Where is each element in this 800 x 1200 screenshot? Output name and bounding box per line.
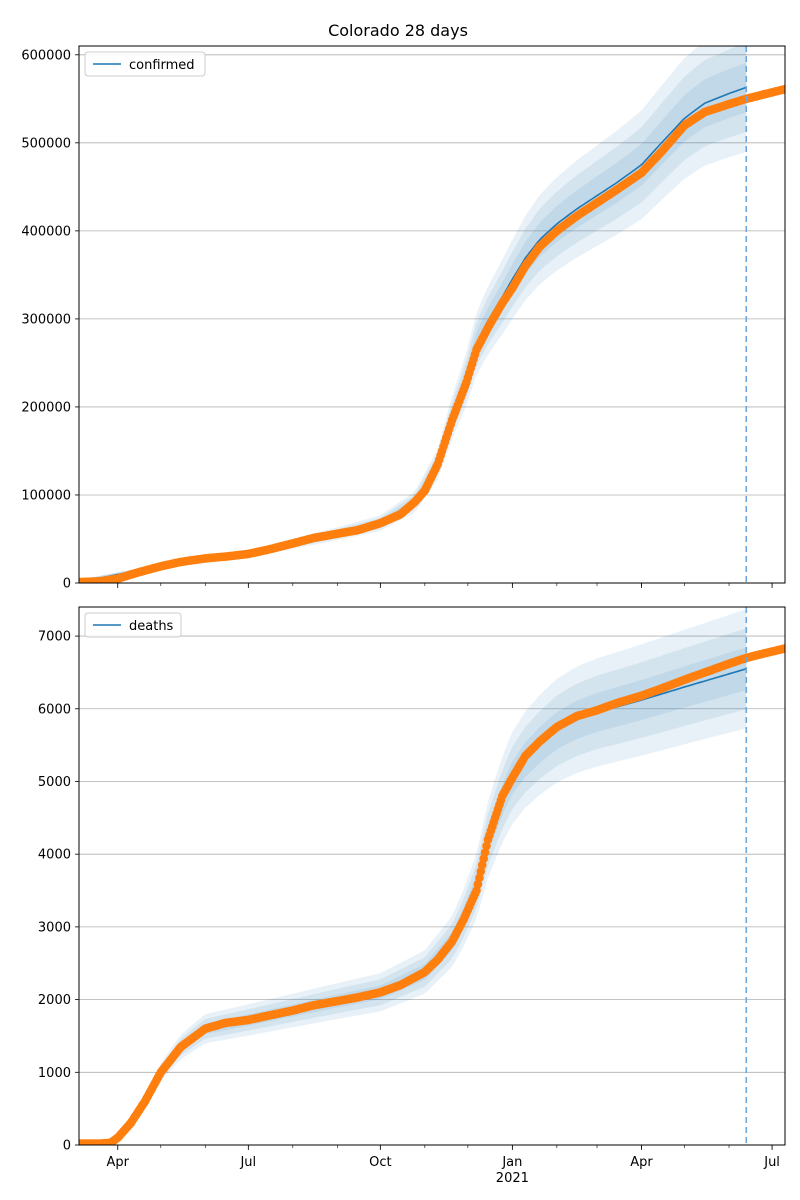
forecast-band <box>79 46 747 583</box>
y-tick-label: 600000 <box>21 48 71 63</box>
observed-series <box>79 644 785 1145</box>
forecast-band <box>79 609 747 1145</box>
axes-frame <box>78 45 786 584</box>
legend-label: confirmed <box>129 58 195 73</box>
x-tick-label: Oct <box>369 1155 391 1170</box>
x-tick-label: Apr <box>106 1155 129 1170</box>
observed-point <box>780 84 785 94</box>
observed-point <box>780 644 785 653</box>
forecast-band <box>79 628 747 1145</box>
y-tick-label: 500000 <box>21 136 71 151</box>
observed-point <box>476 867 486 876</box>
y-tick-label: 0 <box>63 1139 71 1154</box>
legend: deaths <box>84 612 182 638</box>
y-tick-label: 100000 <box>21 488 71 503</box>
axes-frame <box>78 606 786 1146</box>
x-tick-label: Jul <box>239 1155 256 1170</box>
confirmed-panel: 0 100000 200000 300000 400000 500000 600000 con… <box>21 45 786 592</box>
deaths-panel: 0 1000 2000 3000 4000 5000 6000 7000 deaths <box>38 606 786 1154</box>
forecast-band <box>79 46 747 583</box>
y-tick-label: 2000 <box>38 993 71 1008</box>
y-tick-label: 6000 <box>38 702 71 717</box>
observed-series <box>79 84 785 583</box>
y-tick-label: 4000 <box>38 848 71 863</box>
legend: confirmed <box>84 51 206 77</box>
y-tick-label: 5000 <box>38 775 71 790</box>
y-tick-label: 300000 <box>21 312 71 327</box>
x-tick-label: Jan <box>501 1155 522 1170</box>
y-tick-label: 0 <box>63 577 71 592</box>
observed-point <box>480 848 490 857</box>
y-tick-label: 200000 <box>21 400 71 415</box>
y-tick-label: 3000 <box>38 920 71 935</box>
y-tick-label: 1000 <box>38 1066 71 1081</box>
y-tick-label: 7000 <box>38 630 71 645</box>
chart-title: Colorado 28 days <box>328 21 468 40</box>
x-tick-year-label: 2021 <box>496 1171 529 1186</box>
y-tick-label: 400000 <box>21 224 71 239</box>
x-tick-label: Apr <box>630 1155 653 1170</box>
legend-label: deaths <box>129 619 174 634</box>
x-tick-label: Jul <box>763 1155 780 1170</box>
forecast-band <box>79 62 747 583</box>
